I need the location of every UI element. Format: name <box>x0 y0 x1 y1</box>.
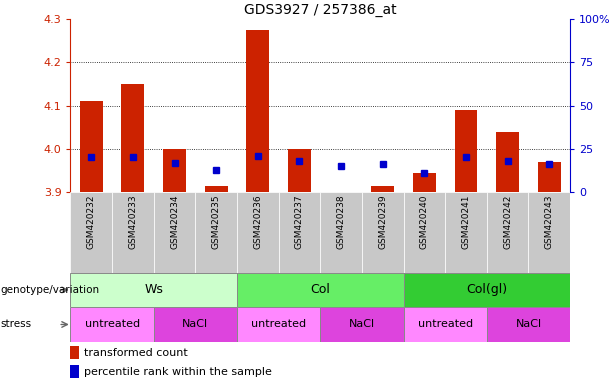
Bar <box>163 149 186 192</box>
Bar <box>246 30 269 192</box>
Bar <box>279 192 321 273</box>
Bar <box>371 185 394 192</box>
Text: GSM420239: GSM420239 <box>378 194 387 249</box>
Bar <box>70 307 154 342</box>
Text: GSM420237: GSM420237 <box>295 194 304 249</box>
Text: GSM420235: GSM420235 <box>211 194 221 249</box>
Bar <box>403 192 445 273</box>
Bar <box>121 84 145 192</box>
Bar <box>403 307 487 342</box>
Text: GSM420242: GSM420242 <box>503 194 512 249</box>
Bar <box>403 273 570 307</box>
Text: NaCl: NaCl <box>349 319 375 329</box>
Text: GSM420240: GSM420240 <box>420 194 429 249</box>
Bar <box>445 192 487 273</box>
Bar <box>496 132 519 192</box>
Bar <box>320 192 362 273</box>
Bar <box>70 346 80 359</box>
Text: genotype/variation: genotype/variation <box>1 285 100 295</box>
Bar <box>70 365 80 378</box>
Text: NaCl: NaCl <box>516 319 541 329</box>
Bar <box>362 192 403 273</box>
Bar <box>455 110 478 192</box>
Text: transformed count: transformed count <box>84 348 188 358</box>
Text: GSM420243: GSM420243 <box>545 194 554 249</box>
Text: percentile rank within the sample: percentile rank within the sample <box>84 367 272 377</box>
Bar <box>70 273 237 307</box>
Title: GDS3927 / 257386_at: GDS3927 / 257386_at <box>244 3 397 17</box>
Bar <box>112 192 154 273</box>
Text: GSM420232: GSM420232 <box>87 194 96 249</box>
Bar <box>528 192 570 273</box>
Bar <box>237 307 320 342</box>
Bar <box>237 273 403 307</box>
Text: Col: Col <box>310 283 330 296</box>
Bar <box>154 307 237 342</box>
Bar <box>288 149 311 192</box>
Text: Col(gl): Col(gl) <box>466 283 508 296</box>
Bar <box>487 192 528 273</box>
Text: untreated: untreated <box>251 319 306 329</box>
Bar <box>205 185 227 192</box>
Text: GSM420241: GSM420241 <box>462 194 471 249</box>
Text: untreated: untreated <box>417 319 473 329</box>
Text: stress: stress <box>1 319 32 329</box>
Text: GSM420238: GSM420238 <box>337 194 346 249</box>
Bar <box>237 192 279 273</box>
Bar <box>320 307 403 342</box>
Bar <box>154 192 196 273</box>
Bar <box>413 172 436 192</box>
Text: Ws: Ws <box>144 283 163 296</box>
Bar <box>70 192 112 273</box>
Text: GSM420236: GSM420236 <box>253 194 262 249</box>
Bar <box>487 307 570 342</box>
Bar <box>80 101 103 192</box>
Bar <box>196 192 237 273</box>
Text: untreated: untreated <box>85 319 140 329</box>
Text: GSM420233: GSM420233 <box>129 194 137 249</box>
Bar <box>538 162 561 192</box>
Text: NaCl: NaCl <box>182 319 208 329</box>
Text: GSM420234: GSM420234 <box>170 194 179 249</box>
